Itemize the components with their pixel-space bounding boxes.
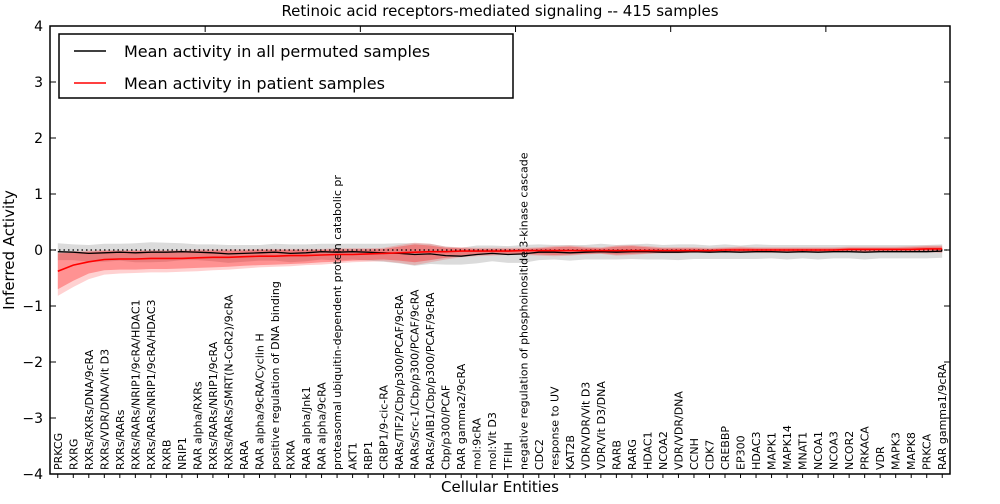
x-axis-label: Cellular Entities bbox=[441, 478, 559, 496]
x-category-label: RXRs/RARs/NRIP1/9cRA/HDAC3 bbox=[145, 299, 158, 470]
x-category-label: RARs/TIF2/Cbp/p300/PCAF/9cRA bbox=[393, 294, 406, 470]
x-category-label: mol:9cRA bbox=[471, 418, 484, 470]
legend-box bbox=[58, 33, 514, 99]
x-category-label: RXRA bbox=[285, 440, 298, 470]
y-tick-label: 1 bbox=[34, 187, 43, 203]
x-category-label: RXRs/RXRs/DNA/9cRA bbox=[83, 349, 96, 470]
x-category-label: PRKCA bbox=[921, 433, 934, 470]
x-category-label: proteasomal ubiquitin-dependent protein … bbox=[331, 175, 344, 470]
x-category-label: MAPK3 bbox=[890, 432, 903, 470]
y-tick-label: −3 bbox=[22, 411, 43, 427]
x-category-label: CRBP1/9-cic-RA bbox=[378, 385, 391, 470]
x-category-label: RARB bbox=[610, 440, 623, 470]
y-tick-label: 2 bbox=[34, 131, 43, 147]
x-category-label: AKT1 bbox=[347, 442, 360, 470]
x-category-label: positive regulation of DNA binding bbox=[269, 281, 282, 470]
x-category-label: RAR alpha/9cRA bbox=[316, 382, 329, 470]
x-category-label: CCNH bbox=[688, 438, 701, 470]
x-category-label: KAT2B bbox=[564, 435, 577, 470]
x-category-label: VDR bbox=[874, 446, 887, 470]
x-category-label: RXRs/RARs/SMRT(N-CoR2)/9cRA bbox=[222, 294, 235, 470]
x-category-label: RXRB bbox=[160, 440, 173, 470]
legend-label-permuted: Mean activity in all permuted samples bbox=[124, 42, 430, 61]
x-category-label: RARA bbox=[238, 440, 251, 470]
x-category-label: EP300 bbox=[735, 435, 748, 470]
legend-label-patient: Mean activity in patient samples bbox=[124, 74, 385, 93]
x-category-label: VDR/VDR/Vit D3 bbox=[579, 382, 592, 470]
chart-title: Retinoic acid receptors-mediated signali… bbox=[281, 2, 718, 20]
x-category-label: PRKCG bbox=[52, 433, 65, 470]
x-category-label: CREBBP bbox=[719, 426, 732, 470]
x-category-label: mol:Vit D3 bbox=[486, 412, 499, 470]
x-category-label: RARs/AIB1/Cbp/p300/PCAF/9cRA bbox=[424, 292, 437, 470]
x-category-label: NRIP1 bbox=[176, 437, 189, 470]
legend: Mean activity in all permuted samples Me… bbox=[58, 33, 514, 99]
x-category-label: NCOA2 bbox=[657, 431, 670, 470]
x-category-label: negative regulation of phosphoinositide … bbox=[517, 152, 530, 470]
x-category-label: MNAT1 bbox=[797, 432, 810, 470]
x-category-label: RXRG bbox=[67, 439, 80, 470]
y-tick-label: −2 bbox=[22, 355, 43, 371]
x-category-label: MAPK8 bbox=[905, 432, 918, 470]
x-category-label: NCOA3 bbox=[828, 431, 841, 470]
x-category-label: HDAC1 bbox=[641, 431, 654, 470]
x-category-label: CDK7 bbox=[704, 440, 717, 470]
x-category-label: RXRs/RARs/NRIP1/9cRA bbox=[207, 341, 220, 470]
x-category-label: VDR/VDR/DNA bbox=[672, 391, 685, 470]
x-category-label: TFIIH bbox=[502, 442, 515, 471]
permuted-mean-line bbox=[57, 250, 943, 257]
y-axis-label: Inferred Activity bbox=[0, 190, 18, 310]
x-category-label: RXRs/VDR/DNA/Vit D3 bbox=[98, 349, 111, 470]
y-tick-label: −1 bbox=[22, 299, 43, 315]
x-category-label: RAR gamma2/9cRA bbox=[455, 363, 468, 470]
x-category-label: RXRs/RARs bbox=[114, 409, 127, 470]
plot-area: PRKCG RXRG RXRs/RXRs/DNA/9cRA RXRs/VDR/DNA/… bbox=[50, 25, 950, 478]
axes-frame bbox=[49, 25, 951, 475]
y-tick-label: −4 bbox=[22, 467, 43, 483]
x-category-label: PRKACA bbox=[859, 426, 872, 470]
y-tick-label: 3 bbox=[34, 75, 43, 91]
x-category-label: NCOR2 bbox=[843, 431, 856, 470]
x-category-label: MAPK1 bbox=[766, 432, 779, 470]
x-category-label: RAR alpha/Jnk1 bbox=[300, 386, 313, 470]
y-tick-label: 4 bbox=[34, 19, 43, 35]
x-category-label: Cbp/p300/PCAF bbox=[440, 385, 453, 470]
x-category-label: NCOA1 bbox=[812, 431, 825, 470]
x-category-label: RBP1 bbox=[362, 441, 375, 470]
x-category-label: RAR alpha/9cRA/Cyclin H bbox=[254, 333, 267, 470]
x-category-label: RARG bbox=[626, 439, 639, 470]
x-category-label: CDC2 bbox=[533, 439, 546, 470]
x-category-label: RAR gamma1/9cRA bbox=[936, 363, 949, 470]
x-category-label: response to UV bbox=[548, 386, 561, 470]
y-tick-labels: 4 3 2 1 0 −1 −2 −3 −4 bbox=[22, 19, 43, 483]
x-category-label: HDAC3 bbox=[750, 431, 763, 470]
x-category-label: VDR/Vit D3/DNA bbox=[595, 381, 608, 470]
x-category-label: RXRs/RARs/NRIP1/9cRA/HDAC1 bbox=[129, 299, 142, 470]
x-category-label: RARs/Src-1/Cbp/p300/PCAF/9cRA bbox=[409, 289, 422, 470]
y-tick-label: 0 bbox=[34, 243, 43, 259]
patient-mean-line bbox=[57, 248, 943, 273]
x-category-label: MAPK14 bbox=[781, 425, 794, 470]
x-category-label: RAR alpha/RXRs bbox=[191, 381, 204, 470]
